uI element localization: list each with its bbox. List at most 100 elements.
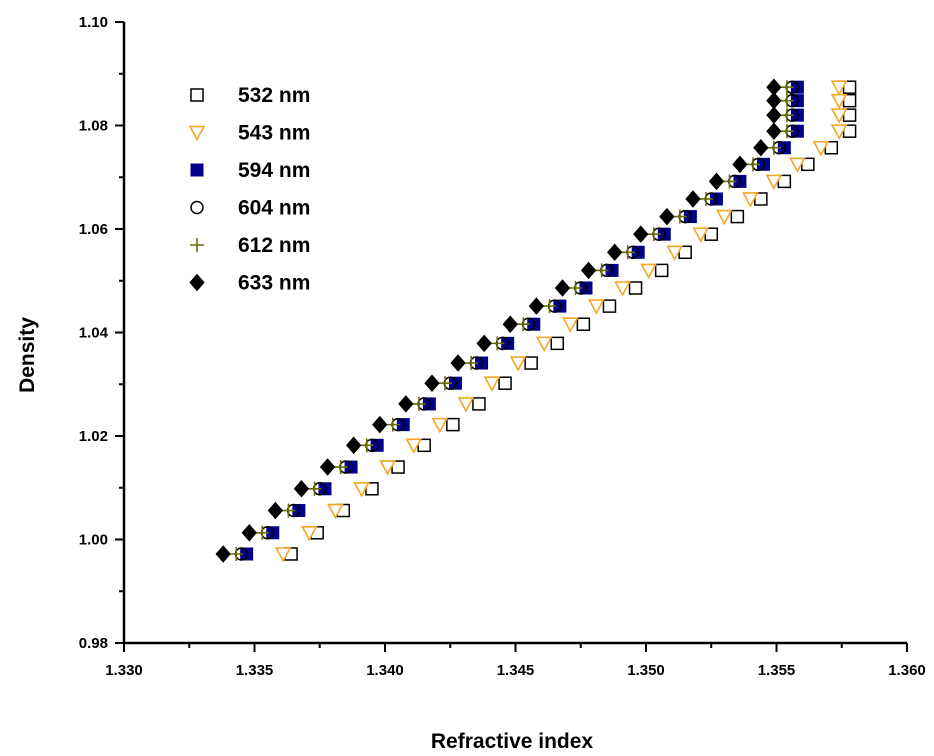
data-point <box>524 356 538 370</box>
data-point <box>779 108 794 123</box>
series-633-nm <box>215 78 782 563</box>
series-612-nm <box>229 80 794 561</box>
data-point <box>307 481 322 496</box>
legend-label: 543 nm <box>238 122 310 145</box>
data-point <box>766 91 782 110</box>
data-point <box>293 480 310 498</box>
data-point <box>640 263 657 280</box>
data-point <box>654 263 669 278</box>
data-point <box>476 334 492 353</box>
data-point <box>267 501 284 520</box>
data-point <box>550 336 565 351</box>
data-point <box>779 124 794 139</box>
data-marks <box>215 78 857 563</box>
data-point <box>766 78 782 96</box>
data-point <box>379 460 396 476</box>
data-point <box>628 281 643 295</box>
data-point <box>431 417 449 434</box>
data-point <box>722 174 737 189</box>
legend-label: 594 nm <box>238 159 310 182</box>
x-tick-label: 1.345 <box>497 662 535 679</box>
data-point <box>561 317 579 333</box>
data-point <box>385 417 400 432</box>
y-tick-label: 1.04 <box>79 325 109 342</box>
data-point <box>528 297 545 315</box>
data-point <box>766 122 782 140</box>
data-point <box>715 209 733 226</box>
data-point <box>255 525 270 540</box>
y-tick-label: 1.02 <box>79 428 108 445</box>
x-tick-label: 1.335 <box>236 662 274 679</box>
data-point <box>699 191 714 206</box>
legend-marker <box>190 238 204 252</box>
legend-label: 612 nm <box>238 234 310 257</box>
legend: 532 nm 543 nm 594 nm 604 nm 612 nm 633 nm <box>188 84 310 295</box>
y-tick-label: 1.08 <box>79 118 108 135</box>
legend-label: 633 nm <box>238 272 310 295</box>
data-point <box>542 299 557 314</box>
data-point <box>576 317 591 331</box>
data-point <box>300 525 318 542</box>
data-point <box>659 207 675 226</box>
series-543-nm <box>274 80 848 563</box>
data-point <box>830 124 848 140</box>
data-point <box>353 481 370 498</box>
data-point <box>607 243 623 262</box>
data-point <box>274 547 292 563</box>
data-point <box>490 336 505 351</box>
data-point <box>753 138 769 157</box>
data-point <box>446 417 460 432</box>
data-point <box>464 356 479 371</box>
data-point <box>502 315 518 333</box>
data-point <box>215 545 231 563</box>
data-point <box>405 438 423 455</box>
data-point <box>281 503 296 518</box>
data-point <box>614 281 631 297</box>
x-tick-label: 1.350 <box>627 662 665 679</box>
data-point <box>483 376 501 392</box>
data-point <box>746 157 761 172</box>
data-point <box>672 209 687 224</box>
data-point <box>359 438 374 453</box>
x-tick-label: 1.340 <box>366 662 404 679</box>
data-point <box>830 80 848 96</box>
data-point <box>319 458 336 476</box>
data-point <box>438 376 453 391</box>
data-point <box>588 299 605 315</box>
data-point <box>766 106 782 124</box>
data-point <box>411 396 426 411</box>
data-point <box>450 354 466 372</box>
legend-marker <box>188 125 206 142</box>
data-point <box>535 336 553 353</box>
data-point <box>554 279 571 297</box>
legend-label: 532 nm <box>238 84 310 107</box>
data-point <box>620 245 635 260</box>
data-point <box>732 155 748 174</box>
axes: 1.330 1.335 1.340 1.345 1.350 1.355 1.360 0.98 1… <box>79 14 926 679</box>
data-point <box>633 225 649 243</box>
legend-marker <box>189 273 205 292</box>
y-tick-label: 0.98 <box>79 635 108 652</box>
data-point <box>472 397 486 411</box>
x-tick-label: 1.360 <box>888 662 926 679</box>
data-point <box>779 80 794 95</box>
legend-marker <box>190 200 204 215</box>
legend-label: 604 nm <box>238 197 310 220</box>
data-point <box>666 245 684 261</box>
data-point <box>333 460 348 475</box>
x-axis-title: Refractive index <box>431 730 594 753</box>
x-tick-label: 1.330 <box>105 662 143 679</box>
data-point <box>779 93 794 108</box>
data-point <box>580 261 597 280</box>
data-point <box>602 299 617 313</box>
data-point <box>241 524 257 542</box>
data-point <box>742 192 759 208</box>
legend-marker <box>190 88 204 102</box>
y-tick-label: 1.00 <box>79 532 108 549</box>
x-tick-label: 1.355 <box>758 662 796 679</box>
data-point <box>498 376 512 390</box>
data-point <box>594 263 609 278</box>
data-point <box>568 280 583 295</box>
data-point <box>346 436 362 455</box>
